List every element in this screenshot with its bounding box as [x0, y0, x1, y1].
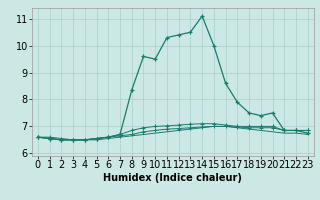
- X-axis label: Humidex (Indice chaleur): Humidex (Indice chaleur): [103, 173, 242, 183]
